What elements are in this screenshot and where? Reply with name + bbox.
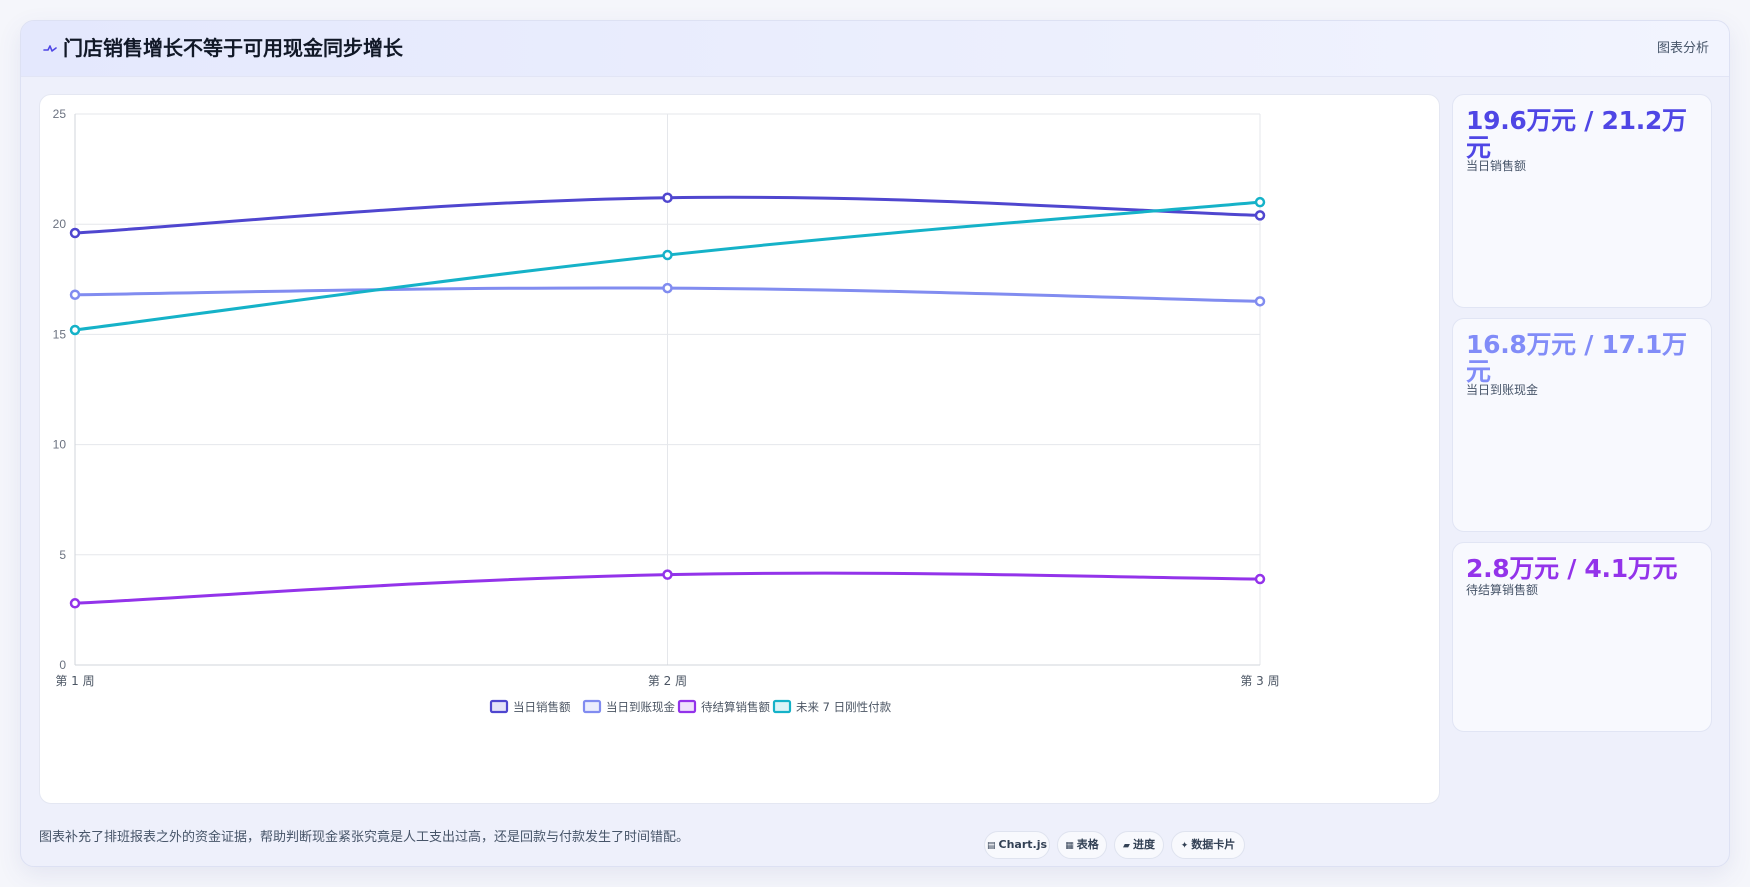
x-tick-label: 第 3 周 [1240, 674, 1279, 688]
kpi-card-pending: 2.8万元 / 4.1万元 待结算销售额 [1452, 542, 1712, 732]
data-point [1254, 196, 1266, 208]
y-tick-label: 25 [53, 107, 67, 121]
data-point [662, 569, 673, 580]
y-tick-label: 15 [53, 327, 67, 341]
table-icon: ▦ [1065, 841, 1074, 851]
chart-icon: ▤ [986, 841, 996, 851]
y-tick-label: 0 [59, 658, 66, 672]
kpi-value: 19.6万元 / 21.2万元 [1466, 106, 1687, 162]
chart-panel: 0 5 10 15 20 25 第 1 周 第 2 周 第 3 周当日销售额 当日到账现金 待结算销… [39, 94, 1440, 804]
legend-label: 未来 7 日刚性付款 [796, 700, 892, 714]
legend-label: 当日销售额 [513, 700, 571, 714]
progress-icon: ▰ [1123, 841, 1130, 851]
data-point [69, 289, 81, 300]
tag-progress[interactable]: ▰ 进度 [1114, 831, 1164, 859]
tag-label: Chart.js [998, 838, 1048, 851]
chart-analysis-label: 图表分析 [1656, 41, 1709, 56]
tag-label: 进度 [1132, 838, 1155, 851]
legend-swatch [582, 699, 602, 714]
legend-swatch [489, 699, 509, 714]
data-point [1254, 210, 1266, 221]
data-point [662, 249, 673, 261]
y-tick-label: 5 [59, 548, 66, 562]
chart-card: 门店销售增长不等于可用现金同步增长 图表分析 0 5 10 15 20 25 第 1 周 第 … [20, 20, 1730, 867]
footer-note: 图表补充了排班报表之外的资金证据，帮助判断现金紧张究竟是人工支出过高，还是回款与… [39, 830, 690, 845]
legend-label: 待结算销售额 [701, 700, 770, 714]
y-tick-label: 10 [53, 438, 67, 452]
kpi-card-cash: 16.8万元 / 17.1万元 当日到账现金 [1452, 318, 1712, 532]
kpi-value: 16.8万元 / 17.1万元 [1466, 330, 1687, 386]
kpi-label: 当日销售额 [1466, 159, 1527, 173]
card-header: 门店销售增长不等于可用现金同步增长 图表分析 [21, 21, 1729, 77]
legend-swatch [677, 699, 697, 714]
tag-chartjs[interactable]: ▤ Chart.js [984, 831, 1050, 859]
legend-label: 当日到账现金 [606, 700, 675, 714]
page-title: 门店销售增长不等于可用现金同步增长 [63, 36, 403, 60]
data-point [69, 324, 81, 336]
tag-data-card[interactable]: ✦ 数据卡片 [1171, 831, 1245, 859]
data-point [1254, 573, 1266, 585]
x-tick-label: 第 2 周 [648, 674, 687, 688]
data-point [662, 282, 673, 294]
data-point [1254, 296, 1266, 307]
card-icon: ✦ [1180, 841, 1189, 851]
kpi-label: 当日到账现金 [1466, 383, 1539, 397]
data-point [662, 192, 673, 204]
kpi-card-sales: 19.6万元 / 21.2万元 当日销售额 [1452, 94, 1712, 308]
data-point [69, 227, 81, 239]
kpi-label: 待结算销售额 [1466, 583, 1539, 597]
y-tick-label: 20 [53, 217, 67, 231]
tag-label: 表格 [1076, 838, 1099, 851]
kpi-value: 2.8万元 / 4.1万元 [1466, 554, 1678, 583]
x-tick-label: 第 1 周 [55, 674, 94, 688]
data-point [69, 598, 81, 609]
tag-table[interactable]: ▦ 表格 [1057, 831, 1107, 859]
pulse-icon [43, 38, 61, 58]
tag-label: 数据卡片 [1191, 838, 1236, 851]
legend-swatch [772, 699, 792, 714]
